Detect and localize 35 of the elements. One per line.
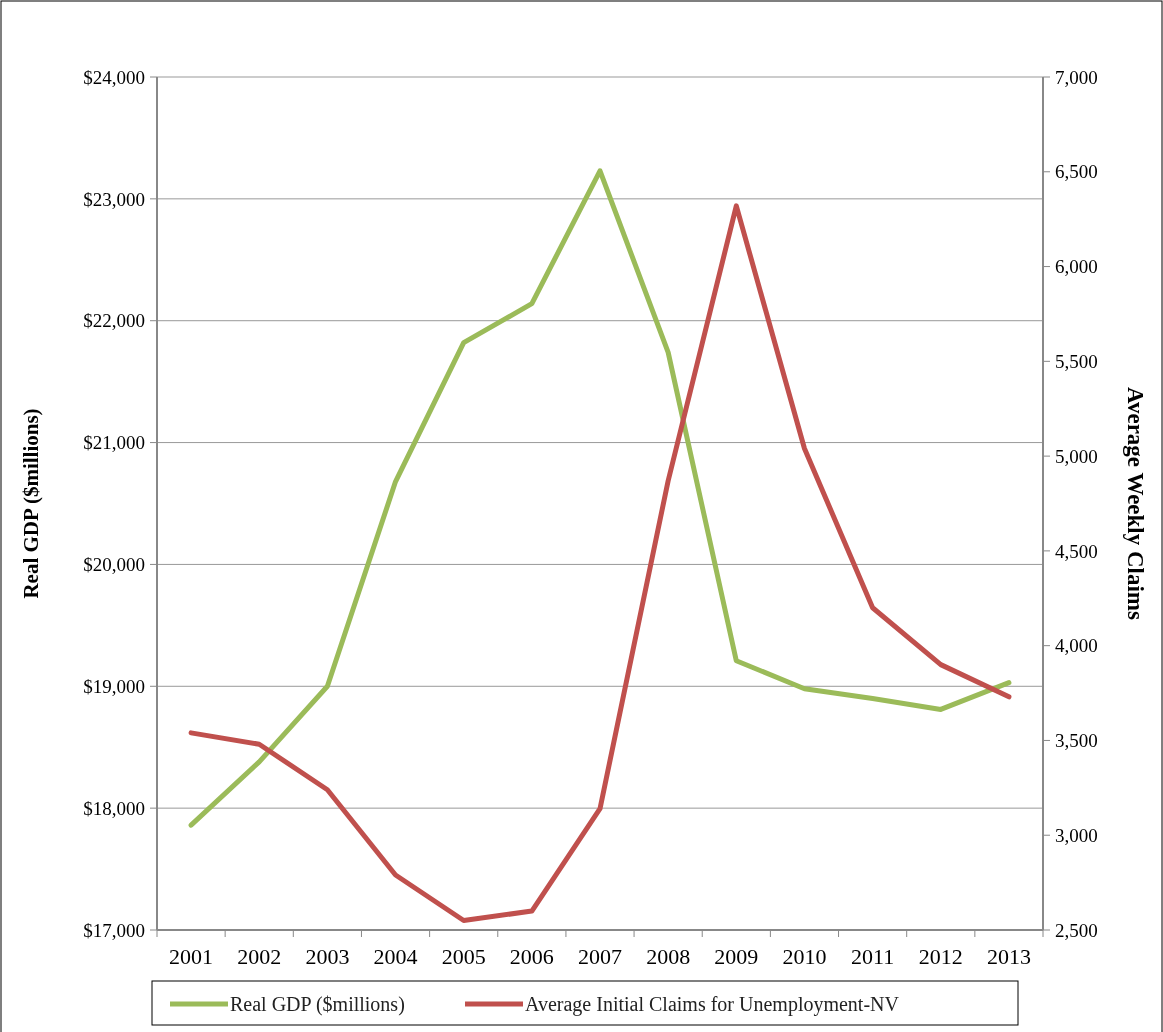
y-tick-label: $18,000 [83,797,145,819]
y2-tick-label: 6,500 [1055,161,1098,183]
y-tick-label: $23,000 [83,188,145,210]
x-tick-label: 2003 [305,944,350,969]
y2-tick-label: 5,000 [1055,445,1098,467]
x-tick-label: 2007 [578,944,622,969]
x-tick-label: 2006 [509,944,554,969]
x-tick-label: 2009 [714,944,759,969]
y2-tick-label: 3,000 [1055,824,1098,846]
x-tick-label: 2008 [646,944,691,969]
x-tick-label: 2005 [441,944,486,969]
y-tick-label: $20,000 [83,554,145,576]
x-tick-label: 2002 [237,944,282,969]
legend-label: Real GDP ($millions) [230,993,405,1016]
x-tick-label: 2004 [373,944,418,969]
x-tick-label: 2012 [918,944,963,969]
y2-tick-label: 4,000 [1055,635,1098,657]
y2-tick-label: 6,000 [1055,256,1098,278]
y-tick-label: $22,000 [83,310,145,332]
y-tick-label: $24,000 [83,66,145,88]
x-tick-label: 2010 [782,944,827,969]
y2-tick-label: 2,500 [1055,919,1098,941]
y2-tick-label: 5,500 [1055,350,1098,372]
y-axis-title: Real GDP ($millions) [19,408,43,599]
y2-tick-label: 3,500 [1055,730,1098,752]
x-tick-label: 2013 [986,944,1031,969]
y2-tick-label: 4,500 [1055,540,1098,562]
x-tick-label: 2011 [851,944,895,969]
y2-axis-title: Average Weekly Claims [1123,387,1148,621]
y-tick-label: $19,000 [83,675,145,697]
x-tick-label: 2001 [169,944,214,969]
y-tick-label: $21,000 [83,432,145,454]
y-tick-label: $17,000 [83,919,145,941]
y2-tick-label: 7,000 [1055,66,1098,88]
legend-label: Average Initial Claims for Unemployment-NV [525,993,900,1016]
